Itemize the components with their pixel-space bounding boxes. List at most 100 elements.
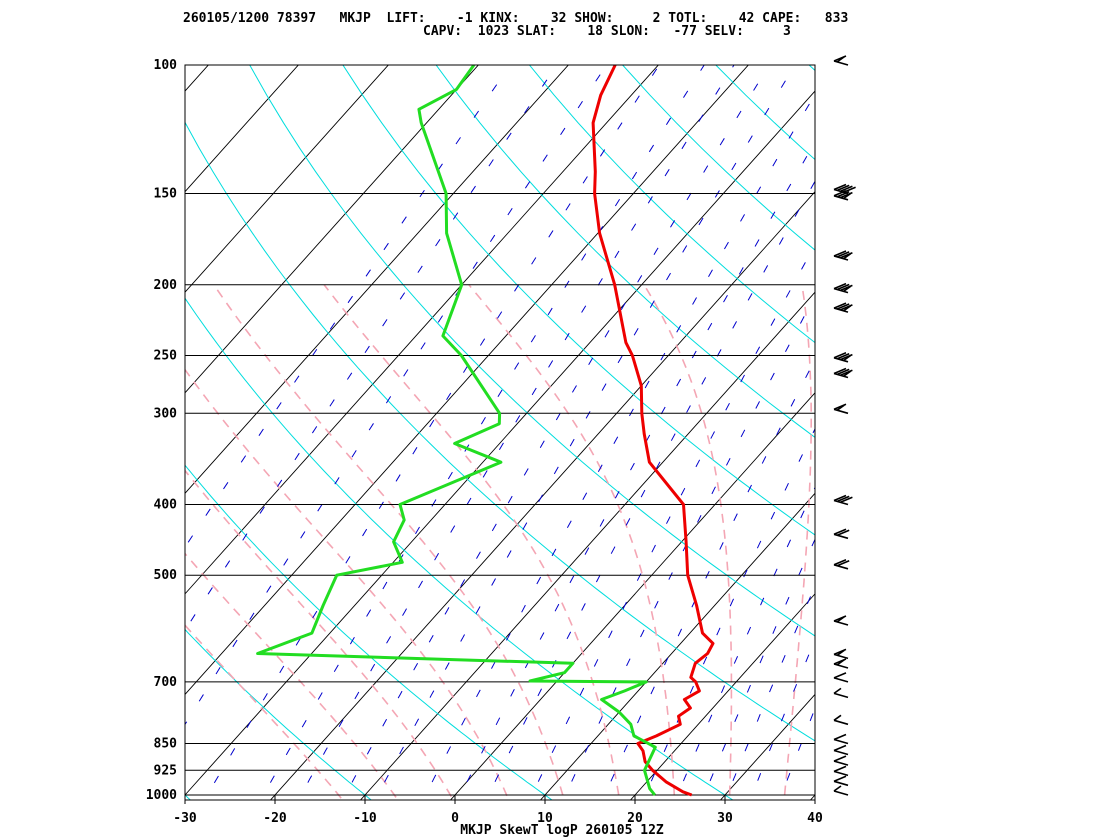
wind-barb bbox=[833, 714, 849, 726]
isotherm-line bbox=[185, 65, 389, 293]
wind-barb bbox=[833, 282, 853, 294]
pressure-tick-label: 500 bbox=[154, 568, 178, 583]
mixing-ratio-line bbox=[602, 358, 815, 800]
wind-barb bbox=[833, 648, 849, 660]
pressure-tick-label: 850 bbox=[154, 736, 178, 751]
temperature-tick-label: -30 bbox=[173, 811, 197, 826]
wind-barb bbox=[833, 528, 850, 540]
wind-barb bbox=[833, 765, 849, 777]
moist-adiabat-line bbox=[185, 469, 455, 800]
mixing-ratio-line bbox=[185, 65, 607, 726]
mixing-ratio-line bbox=[203, 65, 660, 800]
wind-barb bbox=[833, 755, 849, 766]
isotherm-line bbox=[719, 693, 815, 800]
wind-barb bbox=[833, 672, 849, 683]
wind-barbs bbox=[833, 55, 856, 796]
pressure-tick-label: 925 bbox=[154, 763, 177, 778]
wind-barb bbox=[833, 55, 849, 66]
mixing-ratio-line bbox=[185, 65, 511, 549]
dry-adiabat-line bbox=[715, 65, 815, 161]
moist-adiabat-line bbox=[468, 284, 676, 800]
isotherm-line bbox=[629, 593, 815, 800]
dry-adiabat-line bbox=[621, 65, 815, 251]
temperature-tick-label: 20 bbox=[627, 811, 643, 826]
sounding-traces bbox=[256, 65, 715, 797]
wind-barb bbox=[833, 352, 853, 363]
wind-barb bbox=[833, 250, 853, 261]
dry-adiabat-line bbox=[342, 65, 815, 536]
moist-adiabat-line bbox=[323, 284, 621, 800]
mixing-ratio-line bbox=[779, 707, 815, 800]
header-indices-line-1: 260105/1200 78397 MKJP LIFT: -1 KINX: 32… bbox=[183, 11, 848, 26]
isotherm-line bbox=[185, 65, 569, 494]
wind-barb bbox=[833, 615, 849, 626]
temperature-tick-label: 30 bbox=[717, 811, 733, 826]
mixing-ratio-line bbox=[185, 65, 558, 632]
wind-barb bbox=[833, 302, 853, 313]
pressure-tick-label: 400 bbox=[154, 498, 178, 513]
pressure-tick-label: 150 bbox=[154, 187, 178, 202]
mixing-ratio-line bbox=[701, 538, 815, 800]
temperature-tick-label: -10 bbox=[353, 811, 377, 826]
dewpoint-trace bbox=[256, 65, 657, 796]
dry-adiabat-line bbox=[185, 464, 553, 800]
isotherm-line bbox=[185, 65, 209, 92]
isotherm-line bbox=[0, 32, 148, 811]
temperature-axis: -30 -20 -10 0 10 20 30 40 bbox=[173, 795, 823, 826]
wind-barb bbox=[833, 744, 849, 756]
moist-adiabat-line bbox=[783, 284, 813, 800]
isotherm-line bbox=[185, 90, 815, 796]
wind-barb bbox=[833, 183, 856, 195]
moist-adiabat-line bbox=[213, 284, 566, 800]
pressure-axis: 100 150 200 250 300 400 500 700 850 925 1000 bbox=[146, 58, 177, 803]
temperature-trace bbox=[591, 65, 715, 797]
chart-caption: MKJP SkewT logP 260105 12Z bbox=[460, 823, 664, 838]
dry-adiabat-line bbox=[808, 65, 815, 72]
mixing-ratio-line bbox=[341, 65, 770, 800]
temperature-tick-label: 40 bbox=[807, 811, 823, 826]
isobars bbox=[185, 64, 815, 796]
mixing-ratio-line bbox=[457, 141, 815, 800]
wind-barb bbox=[833, 733, 849, 745]
moist-adiabat-line bbox=[185, 552, 399, 800]
wind-barb bbox=[833, 494, 853, 506]
pressure-tick-label: 100 bbox=[154, 58, 178, 73]
moist-adiabat-line bbox=[643, 284, 733, 800]
isotherm-line bbox=[185, 65, 659, 595]
isotherm-line bbox=[185, 65, 299, 193]
pressure-tick-label: 300 bbox=[154, 406, 178, 421]
wind-barb bbox=[833, 687, 849, 699]
isotherm-line bbox=[359, 291, 815, 800]
mixing-ratio-line bbox=[749, 638, 815, 800]
isotherm-line bbox=[809, 794, 815, 800]
mixing-ratio-line bbox=[674, 486, 815, 800]
mixing-ratio-line bbox=[724, 585, 815, 800]
wind-barb bbox=[833, 403, 849, 415]
isotherm-line bbox=[269, 190, 815, 800]
temperature-tick-label: 10 bbox=[537, 811, 553, 826]
mixing-ratio-line bbox=[297, 65, 735, 800]
mixing-ratio-line bbox=[422, 93, 815, 800]
temperature-tick-label: -20 bbox=[263, 811, 287, 826]
mixing-ratio-line bbox=[642, 427, 815, 800]
pressure-tick-label: 700 bbox=[154, 675, 178, 690]
wind-barb bbox=[833, 658, 849, 669]
wind-barb bbox=[833, 785, 849, 796]
isotherm-line bbox=[185, 65, 749, 696]
pressure-tick-label: 1000 bbox=[146, 788, 177, 803]
temperature-tick-label: 0 bbox=[451, 811, 459, 826]
pressure-tick-label: 200 bbox=[154, 278, 178, 293]
header-indices-line-2: CAPV: 1023 SLAT: 18 SLON: -77 SELV: 3 bbox=[423, 24, 791, 39]
dry-adiabat-line bbox=[185, 628, 372, 800]
wind-barb bbox=[833, 775, 849, 787]
isotherm-line bbox=[449, 392, 815, 800]
wind-barb bbox=[833, 367, 853, 379]
plot-frame bbox=[184, 64, 816, 801]
moist-adiabat-line bbox=[185, 368, 510, 800]
isotherm-line bbox=[539, 492, 815, 800]
isotherm-line bbox=[185, 65, 479, 394]
mixing-ratio-line bbox=[259, 65, 705, 800]
moist-adiabat-line bbox=[185, 624, 344, 800]
pressure-tick-label: 250 bbox=[154, 348, 178, 363]
